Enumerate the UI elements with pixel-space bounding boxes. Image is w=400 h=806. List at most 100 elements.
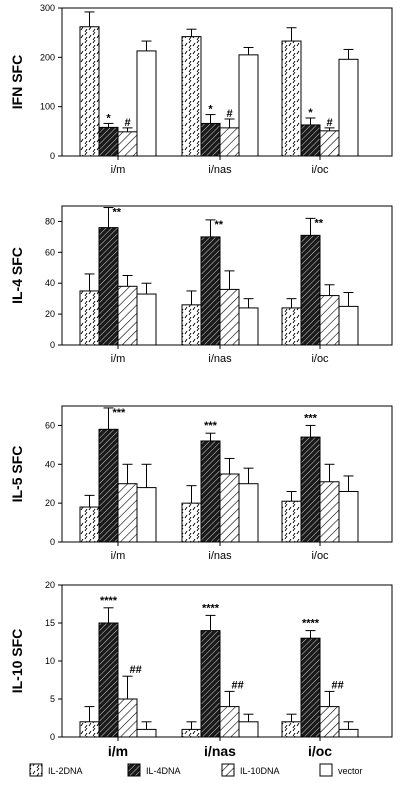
bar-il-2dna-i-nas [181, 728, 202, 738]
bar-il-10dna-i-nas [219, 127, 240, 157]
bar-il-10dna-i-m [117, 131, 138, 157]
bar-vector-i-nas [238, 483, 259, 543]
x-tick-label: i/m [108, 743, 128, 759]
bar-il-10dna-i-nas [219, 288, 240, 346]
chart-panel-1: 0 100 200 300 IFN SFC i/m i/nas i/oc * # * # * # [9, 3, 393, 176]
bar-il-10dna-i-nas [219, 706, 240, 738]
bar-il-4dna-i-m [98, 126, 119, 157]
bar-il-4dna-i-oc [300, 436, 321, 543]
x-tick-label: i/nas [204, 743, 236, 759]
bar-il-4dna-i-m [98, 428, 119, 543]
y-tick-label: 15 [45, 618, 55, 628]
significance-marker: *** [113, 407, 127, 419]
significance-marker: ** [113, 207, 122, 219]
bar-il-2dna-i-nas [181, 502, 202, 543]
significance-marker: *** [304, 412, 318, 424]
bar-il-10dna-i-nas [219, 473, 240, 543]
chart-panel-4: 0 5 10 15 20 IL-10 SFC i/m i/nas i/oc **** ## **** #… [9, 580, 393, 759]
bar-il-2dna-i-m [79, 290, 100, 346]
y-tick-label: 0 [50, 732, 55, 742]
significance-marker: *** [204, 420, 218, 432]
x-tick-label: i/m [111, 550, 126, 562]
bar-vector-i-m [136, 728, 157, 738]
y-tick-label: 100 [40, 102, 55, 112]
bar-il-2dna-i-oc [281, 40, 302, 157]
bar-vector-i-nas [238, 721, 259, 738]
chart-panel-3: 0 20 40 60 IL-5 SFC i/m i/nas i/oc *** *** *** [9, 405, 393, 562]
significance-marker: ## [332, 679, 344, 691]
bar-il-2dna-i-nas [181, 36, 202, 157]
bar-il-10dna-i-oc [319, 706, 340, 738]
y-tick-label: 40 [45, 278, 55, 288]
legend-label-il-4dna: IL-4DNA [146, 766, 181, 776]
x-tick-label: i/oc [311, 550, 329, 562]
significance-marker: * [308, 107, 313, 119]
bar-il-10dna-i-oc [319, 130, 340, 157]
y-tick-label: 80 [45, 216, 55, 226]
bar-il-2dna-i-m [79, 721, 100, 738]
significance-marker: * [106, 112, 111, 124]
bar-il-2dna-i-oc [281, 721, 302, 738]
y-tick-label: 0 [50, 537, 55, 547]
bar-vector-i-oc [338, 305, 359, 346]
y-tick-label: 10 [45, 656, 55, 666]
significance-marker: # [326, 117, 332, 129]
x-tick-label: i/m [111, 353, 126, 365]
bar-il-2dna-i-oc [281, 500, 302, 543]
bar-il-4dna-i-oc [300, 124, 321, 157]
bar-vector-i-nas [238, 54, 259, 157]
bar-il-2dna-i-nas [181, 304, 202, 346]
significance-marker: ** [215, 219, 224, 231]
bar-il-2dna-i-m [79, 506, 100, 543]
bar-il-10dna-i-oc [319, 481, 340, 543]
bar-vector-i-oc [338, 58, 359, 157]
chart-panel-2: 0 20 40 60 80 IL-4 SFC i/m i/nas i/oc ** ** ** [9, 205, 393, 365]
y-tick-label: 40 [45, 459, 55, 469]
x-tick-label: i/oc [311, 353, 329, 365]
y-axis-label: IL-5 SFC [9, 446, 25, 503]
x-tick-label: i/oc [308, 743, 332, 759]
bar-vector-i-nas [238, 307, 259, 346]
y-tick-label: 300 [40, 3, 55, 13]
x-tick-label: i/m [111, 164, 126, 176]
significance-marker: * [208, 104, 213, 116]
y-tick-label: 0 [50, 340, 55, 350]
y-tick-label: 60 [45, 420, 55, 430]
legend-label-il-10dna: IL-10DNA [240, 766, 280, 776]
legend-label-vector: vector [338, 766, 363, 776]
significance-marker: **** [202, 602, 220, 614]
bar-vector-i-oc [338, 728, 359, 738]
bar-il-4dna-i-m [98, 227, 119, 346]
bar-il-4dna-i-nas [200, 630, 221, 738]
y-tick-label: 20 [45, 498, 55, 508]
bar-vector-i-m [136, 50, 157, 157]
y-axis-label: IL-10 SFC [9, 629, 25, 694]
bar-il-4dna-i-oc [300, 637, 321, 738]
bar-il-4dna-i-m [98, 622, 119, 738]
significance-marker: **** [302, 618, 320, 630]
bar-il-2dna-i-m [79, 26, 100, 157]
bar-vector-i-m [136, 487, 157, 543]
legend-swatch-il-4dna [127, 763, 141, 777]
y-tick-label: 200 [40, 52, 55, 62]
significance-marker: **** [100, 595, 118, 607]
y-tick-label: 5 [50, 694, 55, 704]
x-tick-label: i/nas [208, 550, 232, 562]
significance-marker: ** [315, 217, 324, 229]
legend-swatch-il-2dna [29, 763, 43, 777]
bar-il-4dna-i-oc [300, 234, 321, 346]
significance-marker: # [124, 117, 130, 129]
x-tick-label: i/nas [208, 164, 232, 176]
y-tick-label: 0 [50, 151, 55, 161]
legend: IL-2DNA IL-4DNA IL-10DNA vector [29, 763, 363, 777]
bar-il-10dna-i-oc [319, 295, 340, 346]
legend-swatch-il-10dna [221, 763, 235, 777]
x-tick-label: i/oc [311, 164, 329, 176]
bar-vector-i-oc [338, 490, 359, 543]
legend-label-il-2dna: IL-2DNA [48, 766, 83, 776]
bar-il-2dna-i-oc [281, 307, 302, 346]
bar-il-4dna-i-nas [200, 440, 221, 543]
bar-il-4dna-i-nas [200, 122, 221, 157]
bar-il-4dna-i-nas [200, 236, 221, 346]
